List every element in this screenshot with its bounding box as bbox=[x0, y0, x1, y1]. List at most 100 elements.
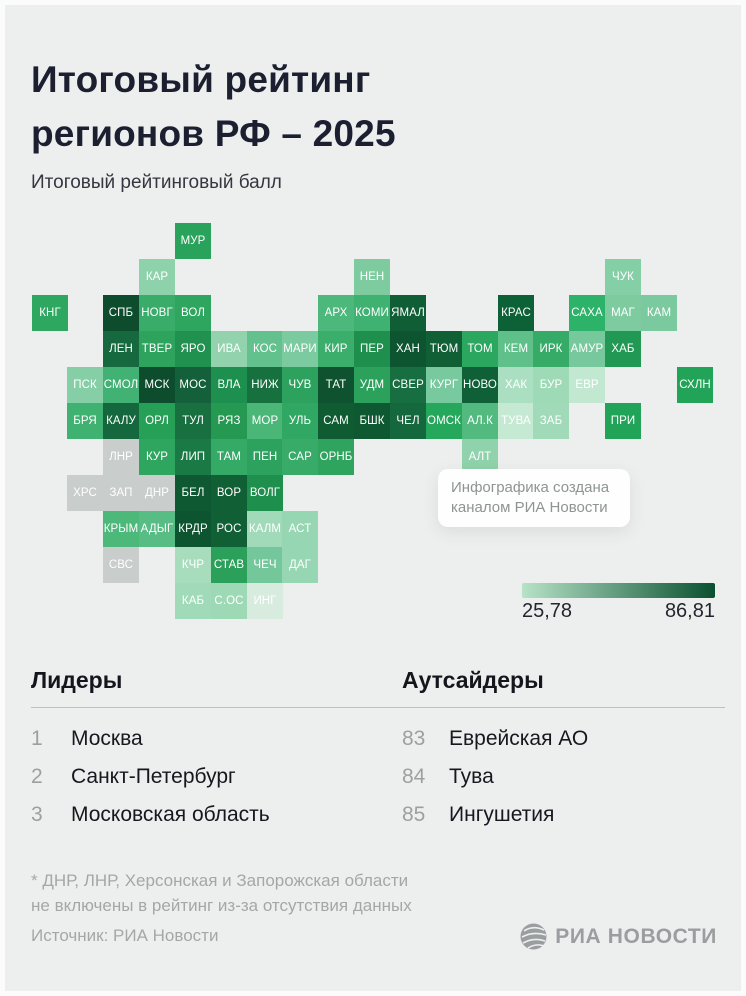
map-tile-label: ТУВА bbox=[501, 415, 531, 427]
map-tile-label: САР bbox=[288, 451, 312, 463]
map-tile-label: ВОЛГ bbox=[249, 487, 281, 499]
map-tile: ЧУВ bbox=[282, 367, 318, 403]
outsiders-heading: Аутсайдеры bbox=[402, 667, 544, 693]
map-tile: КАМ bbox=[641, 295, 677, 331]
map-tile: СПБ bbox=[103, 295, 139, 331]
map-tile: ХАК bbox=[498, 367, 534, 403]
map-tile-label: КАМ bbox=[646, 307, 672, 319]
map-tile: ТАТ bbox=[318, 367, 354, 403]
map-tile: МАГ bbox=[605, 295, 641, 331]
outsiders-list: 83 Еврейская АО 84 Тува 85 Ингушетия bbox=[402, 727, 588, 841]
map-tile-label: МСК bbox=[144, 379, 170, 391]
map-tile-label: МУР bbox=[180, 235, 206, 247]
map-tile-label: КИР bbox=[324, 343, 348, 355]
map-tile-label: ЛЕН bbox=[109, 343, 133, 355]
map-tile-label: ДНР bbox=[144, 487, 170, 499]
map-tile-label: ЛИП bbox=[180, 451, 206, 463]
map-tile-label: КАЛУ bbox=[106, 415, 136, 427]
map-tile: КАБ bbox=[175, 583, 211, 619]
map-tile: ОМСК bbox=[426, 403, 462, 439]
map-tile-label: ОРНБ bbox=[319, 451, 353, 463]
map-tile: УДМ bbox=[354, 367, 390, 403]
note-line-2: каналом РИА Новости bbox=[451, 499, 608, 516]
map-tile-label: НИЖ bbox=[251, 379, 279, 391]
map-tile-label: СПБ bbox=[108, 307, 134, 319]
map-tile-label: КУР bbox=[145, 451, 169, 463]
map-tile: ЯРО bbox=[175, 331, 211, 367]
map-tile: СВЕР bbox=[390, 367, 426, 403]
map-tile: КНГ bbox=[32, 295, 68, 331]
region-name: Ингушетия bbox=[449, 803, 555, 826]
ria-novosti-logo: РИА НОВОСТИ bbox=[520, 923, 717, 950]
map-tile: КАЛУ bbox=[103, 403, 139, 439]
map-tile: ЛЕН bbox=[103, 331, 139, 367]
map-tile: НИЖ bbox=[247, 367, 283, 403]
rank-number: 85 bbox=[402, 803, 426, 826]
map-tile: ВОЛГ bbox=[247, 475, 283, 511]
rank-row: 1 Москва bbox=[31, 727, 270, 765]
rank-number: 1 bbox=[31, 727, 43, 750]
map-tile: ДАГ bbox=[282, 547, 318, 583]
map-tile-label: СВЕР bbox=[392, 379, 424, 391]
map-tile: ЕВР bbox=[569, 367, 605, 403]
map-tile-label: НЕН bbox=[359, 271, 385, 283]
map-tile-label: ПЕН bbox=[252, 451, 278, 463]
map-tile: ТЮМ bbox=[426, 331, 462, 367]
map-tile: ЛНР bbox=[103, 439, 139, 475]
legend-gradient bbox=[522, 583, 715, 598]
map-tile-label: ТЮМ bbox=[429, 343, 459, 355]
map-tile: С.ОС bbox=[211, 583, 247, 619]
map-tile-label: БШК bbox=[359, 415, 385, 427]
leaders-list: 1 Москва 2 Санкт-Петербург 3 Московская облас… bbox=[31, 727, 270, 841]
rank-row: 3 Московская область bbox=[31, 803, 270, 841]
map-tile-label: МОР bbox=[251, 415, 279, 427]
region-name: Тува bbox=[449, 765, 494, 788]
map-tile: ИНГ bbox=[247, 583, 283, 619]
map-tile-label: МАРИ bbox=[283, 343, 317, 355]
map-tile: КУРГ bbox=[426, 367, 462, 403]
map-tile-label: ТАТ bbox=[325, 379, 347, 391]
map-tile-label: АСТ bbox=[288, 523, 312, 535]
map-tile: МУР bbox=[175, 223, 211, 259]
rank-row: 85 Ингушетия bbox=[402, 803, 588, 841]
map-tile-label: ТАМ bbox=[216, 451, 242, 463]
map-tile: ТАМ bbox=[211, 439, 247, 475]
map-tile-label: ЗАП bbox=[109, 487, 133, 499]
map-tile-label: СВС bbox=[108, 559, 134, 571]
map-tile: ЗАП bbox=[103, 475, 139, 511]
map-tile: МАРИ bbox=[282, 331, 318, 367]
leaders-heading: Лидеры bbox=[31, 667, 123, 693]
map-tile-label: КУРГ bbox=[429, 379, 459, 391]
map-tile: КЕМ bbox=[498, 331, 534, 367]
map-tile-label: ЕВР bbox=[575, 379, 599, 391]
map-tile-label: ХАБ bbox=[611, 343, 635, 355]
map-tile-label: С.ОС bbox=[214, 595, 244, 607]
map-tile-label: КРАС bbox=[501, 307, 531, 319]
map-tile-label: ХАН bbox=[396, 343, 420, 355]
footnote-line-1: * ДНР, ЛНР, Херсонская и Запорожская обл… bbox=[31, 871, 409, 890]
rank-row: 2 Санкт-Петербург bbox=[31, 765, 270, 803]
map-tile-label: ПСК bbox=[73, 379, 97, 391]
map-tile-label: НОВО bbox=[463, 379, 497, 391]
map-tile-label: ЧЕЛ bbox=[396, 415, 420, 427]
map-tile-label: ТВЕР bbox=[141, 343, 173, 355]
note-tooltip: Инфографика создана каналом РИА Новости bbox=[438, 469, 630, 527]
map-tile: СМОЛ bbox=[103, 367, 139, 403]
map-tile: АДЫГ bbox=[139, 511, 175, 547]
map-tile: КАЛМ bbox=[247, 511, 283, 547]
map-tile-label: ЧУК bbox=[612, 271, 634, 283]
map-tile: НОВО bbox=[462, 367, 498, 403]
map-tile-label: КАЛМ bbox=[248, 523, 282, 535]
map-tile: КЧР bbox=[175, 547, 211, 583]
map-tile: РЯЗ bbox=[211, 403, 247, 439]
map-tile: ТОМ bbox=[462, 331, 498, 367]
map-tile-label: ЯРО bbox=[180, 343, 206, 355]
map-tile-label: КОМИ bbox=[355, 307, 389, 319]
map-tile-label: ЛНР bbox=[109, 451, 133, 463]
map-tile-label: АДЫГ bbox=[140, 523, 174, 535]
map-tile: КРАС bbox=[498, 295, 534, 331]
map-tile: ХАН bbox=[390, 331, 426, 367]
map-tile: ЛИП bbox=[175, 439, 211, 475]
map-tile-label: ВЛА bbox=[217, 379, 241, 391]
